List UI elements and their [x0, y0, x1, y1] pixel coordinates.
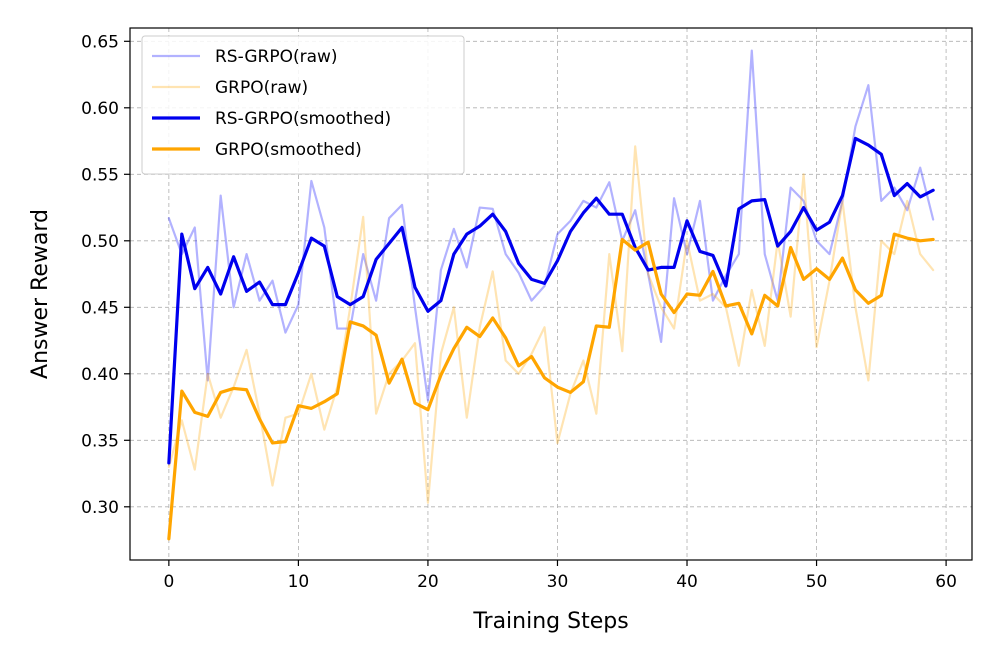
x-axis-ticks: 0 10 20 30 40 50 60 — [163, 560, 957, 592]
x-tick-label: 10 — [288, 572, 310, 592]
y-tick-label: 0.40 — [81, 365, 119, 385]
x-tick-label: 60 — [935, 572, 957, 592]
legend-label: RS-GRPO(raw) — [215, 47, 338, 67]
y-tick-label: 0.45 — [81, 298, 119, 318]
x-tick-label: 30 — [547, 572, 569, 592]
legend-box — [141, 35, 465, 175]
y-tick-label: 0.55 — [81, 165, 119, 185]
y-tick-label: 0.30 — [81, 498, 119, 518]
y-axis-ticks: 0.30 0.35 0.40 0.45 0.50 0.55 0.60 0.65 — [81, 32, 130, 518]
x-tick-label: 20 — [417, 572, 439, 592]
legend-label: GRPO(raw) — [215, 78, 308, 98]
y-tick-label: 0.50 — [81, 232, 119, 252]
y-tick-label: 0.60 — [81, 99, 119, 119]
x-tick-label: 0 — [163, 572, 174, 592]
legend: RS-GRPO(raw) GRPO(raw) RS-GRPO(smoothed) GR… — [141, 35, 465, 175]
series-line-rs-grpo-smoothed — [167, 136, 935, 465]
y-tick-label: 0.35 — [81, 431, 119, 451]
legend-label: RS-GRPO(smoothed) — [215, 109, 391, 129]
y-tick-label: 0.65 — [81, 32, 119, 52]
series-lines — [167, 49, 935, 541]
series-line-grpo-smoothed — [167, 232, 935, 541]
plot-frame — [129, 27, 973, 561]
x-axis-label: Training Steps — [472, 609, 628, 634]
y-axis-label: Answer Reward — [28, 209, 53, 379]
x-tick-label: 40 — [676, 572, 698, 592]
series-line-rs-grpo-raw — [167, 49, 935, 402]
x-tick-label: 50 — [806, 572, 828, 592]
legend-label: GRPO(smoothed) — [215, 140, 362, 160]
